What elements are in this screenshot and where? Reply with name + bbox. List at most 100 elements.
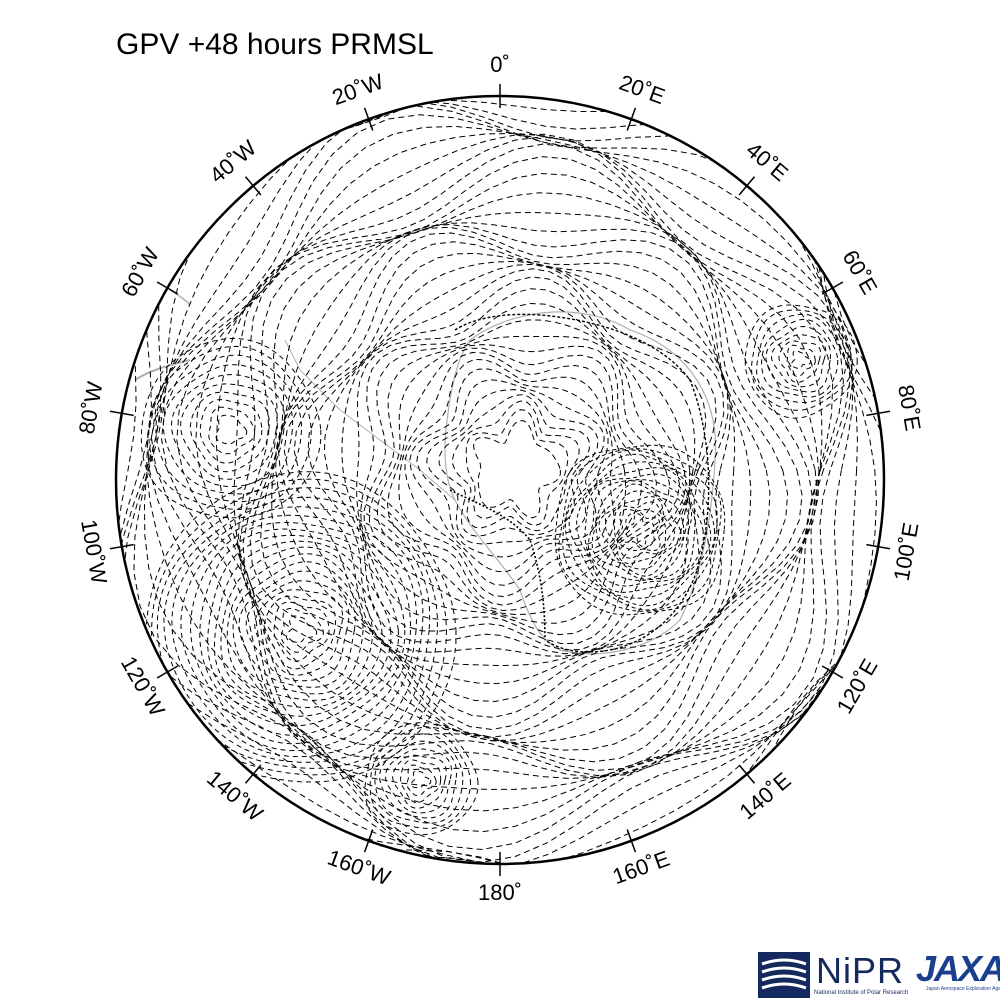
longitude-label: 100˚E	[889, 521, 924, 583]
contour-line	[562, 449, 718, 611]
contour-line	[116, 96, 884, 864]
contour-line	[160, 132, 851, 790]
logo-area: NiPR National Institute of Polar Researc…	[756, 948, 1000, 1000]
nipr-logo-subtitle: National Institute of Polar Research	[814, 990, 909, 996]
contour-line	[249, 222, 789, 742]
contour-line	[363, 319, 681, 624]
contour-line	[392, 754, 447, 809]
contour-line	[765, 325, 832, 393]
contour-line	[199, 399, 263, 464]
contour-line	[554, 444, 726, 616]
contour-line	[454, 313, 710, 653]
jaxa-logo-text: JAXA	[916, 948, 1000, 989]
contour-line	[756, 313, 847, 404]
contour-line	[146, 105, 858, 851]
contour-line	[146, 114, 854, 833]
longitude-label: 80˚W	[74, 380, 108, 436]
contour-line	[598, 490, 682, 570]
contour-line	[293, 260, 725, 667]
contour-line	[452, 400, 580, 532]
contour-line	[283, 252, 729, 685]
nipr-logo-text: NiPR	[816, 950, 905, 991]
longitude-label: 40˚E	[741, 137, 793, 186]
contour-line	[207, 534, 400, 727]
contour-line	[341, 276, 696, 651]
contour-line	[180, 383, 278, 480]
contour-line	[189, 521, 412, 745]
contour-line	[584, 473, 696, 587]
contour-line	[208, 406, 256, 455]
contour-line	[213, 540, 392, 717]
map-title: GPV +48 hours PRMSL	[116, 28, 434, 61]
contour-line	[617, 508, 663, 552]
contour-line	[133, 100, 884, 864]
contour-line	[237, 172, 818, 763]
contour-line	[558, 448, 722, 612]
contour-line	[232, 561, 364, 695]
contour-line	[171, 506, 424, 758]
contour-line	[116, 96, 884, 864]
contour-line	[613, 501, 667, 559]
jaxa-logo-subtitle: Japan Aerospace Exploration Agency	[926, 986, 1000, 992]
longitude-label: 120˚E	[832, 654, 883, 717]
contour-line	[386, 347, 642, 606]
contour-line	[273, 601, 330, 662]
contour-line	[116, 96, 884, 864]
longitude-label: 160˚W	[324, 845, 394, 891]
contour-line	[426, 389, 599, 545]
contour-line	[238, 192, 813, 751]
contour-line	[379, 740, 458, 819]
contour-line	[180, 514, 418, 752]
contour-line	[568, 461, 712, 599]
contour-line	[170, 374, 286, 488]
contour-line	[791, 350, 812, 370]
contour-line	[449, 489, 546, 641]
longitude-label: 0˚	[490, 52, 510, 77]
contour-line	[116, 96, 884, 864]
contour-line	[771, 334, 827, 388]
longitude-label: 160˚E	[609, 846, 673, 890]
contour-line	[280, 608, 324, 653]
longitude-label: 40˚W	[205, 135, 262, 188]
contour-line	[307, 263, 717, 657]
contour-line	[369, 726, 472, 829]
contour-line	[323, 268, 707, 655]
contour-line	[163, 496, 431, 763]
contour-line	[226, 553, 374, 701]
contour-line	[778, 340, 822, 383]
contour-line	[150, 478, 448, 776]
contour-line	[761, 318, 839, 398]
longitude-label: 180˚	[478, 880, 522, 905]
contour-line	[263, 595, 337, 670]
contour-line	[122, 99, 884, 864]
contour-line	[356, 288, 691, 645]
contour-line	[176, 133, 844, 779]
contour-line	[410, 770, 432, 789]
contour-line	[271, 226, 752, 731]
contour-line	[195, 136, 834, 778]
longitude-label: 140˚W	[202, 765, 268, 826]
contour-line	[374, 733, 464, 824]
longitude-label: 20˚E	[616, 70, 668, 109]
contour-line	[156, 487, 438, 769]
contour-line	[619, 511, 661, 549]
contour-line	[364, 722, 479, 836]
contour-line	[215, 414, 248, 445]
nipr-logo-icon	[758, 952, 810, 998]
contour-line	[438, 394, 591, 537]
contour-line	[744, 304, 858, 419]
contour-line	[360, 302, 687, 636]
longitude-label: 100˚W	[76, 518, 112, 586]
contour-line	[238, 570, 356, 688]
contour-line	[400, 759, 442, 804]
contour-line	[116, 96, 884, 864]
contour-line	[116, 96, 884, 864]
longitude-label: 20˚W	[329, 69, 387, 111]
